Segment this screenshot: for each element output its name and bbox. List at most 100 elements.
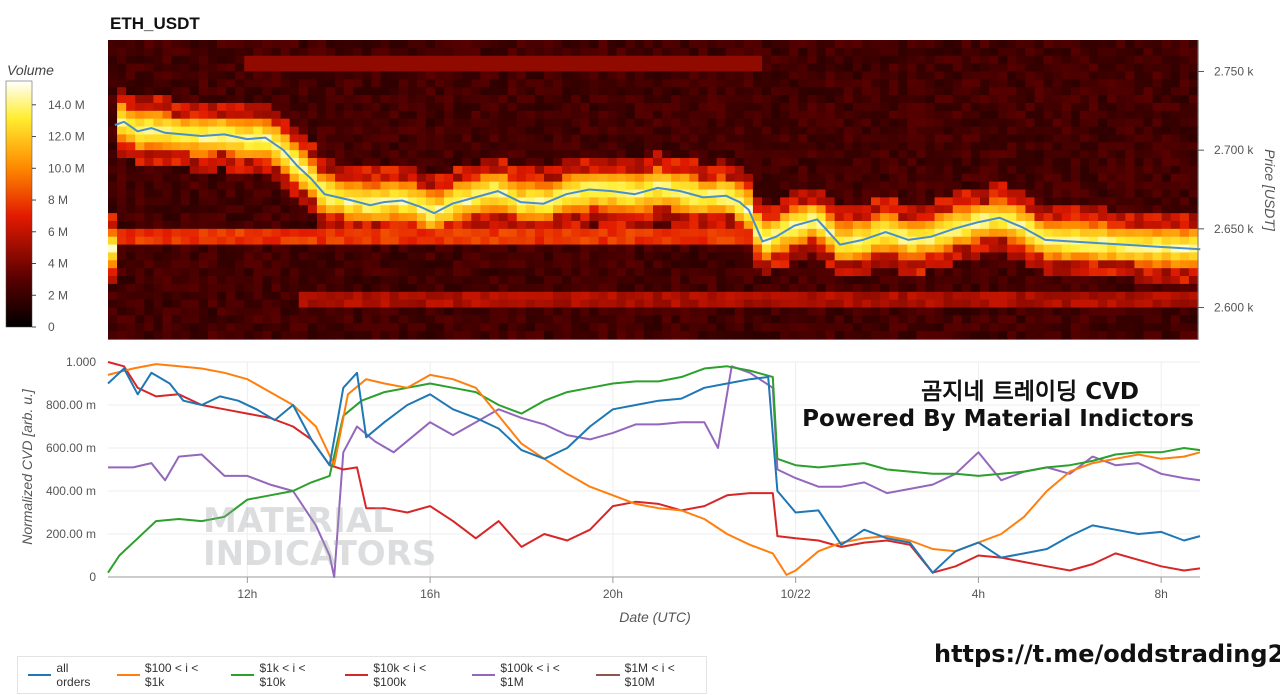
heatmap-cell — [235, 197, 245, 206]
heatmap-cell — [507, 95, 518, 104]
heatmap-cell — [852, 40, 863, 49]
heatmap-cell — [934, 205, 945, 214]
heatmap-cell — [498, 40, 509, 49]
legend-item-b1k[interactable]: $1k < i < $10k — [231, 661, 333, 689]
heatmap-cell — [762, 276, 772, 285]
heatmap-cell — [435, 315, 445, 324]
heatmap-cell — [889, 189, 899, 198]
heatmap-cell — [189, 55, 200, 65]
heatmap-cell — [680, 118, 690, 128]
heatmap-cell — [498, 79, 509, 88]
heatmap-cell — [743, 323, 754, 332]
heatmap-cell — [498, 173, 509, 183]
heatmap-cell — [1116, 40, 1126, 49]
heatmap-cell — [1152, 95, 1163, 104]
heatmap-cell — [1043, 126, 1054, 136]
heatmap-cell — [1161, 228, 1172, 238]
legend-swatch — [345, 674, 369, 676]
heatmap-cell — [480, 40, 491, 49]
heatmap-cell — [371, 102, 382, 112]
heatmap-cell — [389, 260, 400, 269]
heatmap-cell — [1043, 283, 1054, 293]
heatmap-cell — [743, 291, 754, 301]
heatmap-cell — [698, 55, 709, 65]
heatmap-cell — [144, 118, 155, 128]
heatmap-cell — [1125, 260, 1136, 269]
heatmap-cell — [162, 87, 173, 96]
heatmap-cell — [435, 71, 445, 80]
heatmap-cell — [316, 205, 327, 214]
heatmap-cell — [135, 260, 145, 269]
heatmap-cell — [1107, 47, 1117, 57]
heatmap-cell — [907, 276, 918, 285]
heatmap-cell — [943, 158, 954, 167]
legend-item-b1m[interactable]: $1M < i < $10M — [596, 661, 706, 689]
heatmap-cell — [1107, 71, 1117, 80]
heatmap-cell — [653, 55, 663, 65]
heatmap-cell — [335, 150, 345, 159]
heatmap-cell — [1043, 189, 1054, 198]
heatmap-cell — [1170, 236, 1181, 246]
heatmap-cell — [553, 236, 563, 246]
heatmap-cell — [235, 181, 245, 191]
heatmap-cell — [871, 260, 881, 269]
heatmap-cell — [108, 134, 118, 143]
heatmap-cell — [861, 268, 872, 277]
heatmap-cell — [480, 126, 491, 136]
heatmap-cell — [153, 244, 164, 254]
legend-item-b100k[interactable]: $100k < i < $1M — [471, 661, 584, 689]
heatmap-cell — [280, 283, 291, 293]
heatmap-cell — [289, 252, 300, 261]
heatmap-cell — [580, 244, 591, 254]
heatmap-cell — [1007, 283, 1017, 293]
heatmap-cell — [952, 205, 963, 214]
heatmap-cell — [398, 228, 409, 238]
heatmap-cell — [898, 134, 908, 143]
heatmap-cell — [916, 118, 927, 128]
heatmap-cell — [371, 134, 382, 143]
heatmap-cell — [1079, 228, 1090, 238]
heatmap-cell — [271, 268, 282, 277]
heatmap-cell — [698, 126, 709, 136]
heatmap-cell — [680, 95, 690, 104]
heatmap-cell — [880, 158, 890, 167]
heatmap-cell — [562, 142, 572, 151]
heatmap-cell — [1170, 307, 1181, 316]
heatmap-cell — [1089, 40, 1099, 49]
heatmap-cell — [189, 283, 200, 293]
heatmap-cell — [852, 220, 863, 230]
heatmap-cell — [1052, 315, 1063, 324]
heatmap-cell — [825, 236, 836, 246]
legend-item-all[interactable]: all orders — [28, 661, 105, 689]
heatmap-cell — [807, 307, 818, 316]
heatmap-cell — [280, 220, 291, 230]
heatmap-cell — [643, 118, 654, 128]
heatmap-cell — [471, 110, 482, 120]
heatmap-cell — [1188, 95, 1199, 104]
heatmap-cell — [1107, 197, 1117, 206]
heatmap-cell — [217, 165, 227, 175]
heatmap-cell — [607, 331, 618, 340]
heatmap-cell — [498, 134, 509, 143]
heatmap-cell — [1007, 165, 1017, 175]
legend-item-b10k[interactable]: $10k < i < $100k — [345, 661, 460, 689]
heatmap-cell — [471, 213, 482, 222]
heatmap-cell — [607, 307, 618, 316]
heatmap-cell — [153, 40, 164, 49]
heatmap-cell — [1188, 181, 1199, 191]
heatmap-cell — [952, 95, 963, 104]
heatmap-cell — [271, 55, 282, 65]
heatmap-cell — [425, 118, 436, 128]
heatmap-cell — [752, 150, 763, 159]
heatmap-cell — [771, 110, 781, 120]
heatmap-cell — [553, 299, 563, 309]
colorbar-tick-label: 2 M — [48, 288, 68, 302]
telegram-link[interactable]: https://t.me/oddstrading2 — [934, 640, 1280, 668]
heatmap-cell — [171, 189, 182, 198]
legend-item-b100[interactable]: $100 < i < $1k — [116, 661, 220, 689]
heatmap-cell — [589, 331, 600, 340]
heatmap-cell — [198, 55, 209, 65]
heatmap-cell — [1052, 244, 1063, 254]
heatmap-cell — [634, 150, 645, 159]
heatmap-cell — [189, 173, 200, 183]
